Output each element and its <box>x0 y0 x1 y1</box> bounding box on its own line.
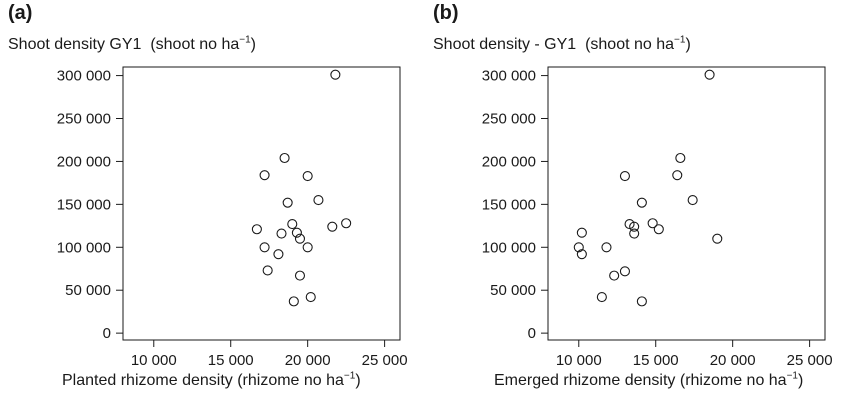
data-point <box>609 270 620 281</box>
data-point <box>288 296 299 307</box>
data-point <box>619 266 630 277</box>
xlabel-exponent: −1 <box>343 370 356 382</box>
x-tick-label: 15 000 <box>633 352 679 369</box>
plot-frame <box>122 66 401 341</box>
data-point <box>313 195 324 206</box>
data-point <box>712 233 723 244</box>
data-point <box>672 170 683 181</box>
data-point <box>636 296 647 307</box>
y-tick-label: 300 000 <box>57 68 111 85</box>
y-tick-label: 0 <box>103 325 111 342</box>
y-tick-label: 50 000 <box>490 282 536 299</box>
y-tick-label: 300 000 <box>482 68 536 85</box>
data-point <box>636 197 647 208</box>
data-point <box>251 224 262 235</box>
data-point <box>601 242 612 253</box>
title-unit-exponent: −1 <box>239 34 251 46</box>
x-tick-label: 20 000 <box>710 352 756 369</box>
data-point <box>302 170 313 182</box>
data-point <box>259 242 270 253</box>
title-unit-suffix: ) <box>250 36 256 53</box>
data-point <box>653 224 664 235</box>
data-point <box>330 69 341 80</box>
x-tick-label: 10 000 <box>556 352 602 369</box>
x-tick-label: 10 000 <box>131 352 177 369</box>
title-unit-suffix: ) <box>685 36 691 53</box>
panel-label: (b) <box>433 2 459 24</box>
data-point <box>704 69 715 80</box>
data-point <box>573 242 584 253</box>
x-tick-label: 25 000 <box>787 352 833 369</box>
data-point <box>294 270 306 281</box>
title-unit-exponent: −1 <box>674 34 686 46</box>
y-tick-label: 50 000 <box>65 282 111 299</box>
chart-panel-b: (b) Shoot density - GY1 (shoot no ha−1) … <box>425 0 850 398</box>
data-point <box>596 292 607 303</box>
data-point <box>576 249 587 260</box>
data-point <box>675 152 686 164</box>
xlabel-exponent: −1 <box>786 370 798 382</box>
y-tick-label: 100 000 <box>57 239 111 256</box>
y-tick-label: 250 000 <box>57 111 111 128</box>
data-point <box>629 221 640 232</box>
panel-label: (a) <box>8 2 33 24</box>
data-point <box>282 197 293 208</box>
data-point <box>287 219 298 230</box>
data-point <box>273 249 284 260</box>
data-point <box>629 228 640 239</box>
x-axis-label: Emerged rhizome density (rhizome no ha−1… <box>494 370 804 390</box>
data-point <box>647 218 658 229</box>
xlabel-suffix: ) <box>355 372 361 389</box>
data-point <box>576 227 587 238</box>
data-point <box>259 170 270 181</box>
chart-title: Shoot density GY1 (shoot no ha−1) <box>8 34 256 54</box>
data-point <box>294 233 306 244</box>
title-text: Shoot density - GY1 <box>433 36 577 53</box>
x-tick-label: 15 000 <box>208 352 254 369</box>
xlabel-text: Planted rhizome density (rhizome no ha <box>62 372 344 389</box>
plot-frame <box>547 66 826 341</box>
title-unit: (shoot no ha <box>585 36 675 53</box>
x-axis-label: Planted rhizome density (rhizome no ha−1… <box>62 370 361 390</box>
y-tick-label: 200 000 <box>57 153 111 170</box>
data-point <box>291 227 302 238</box>
y-tick-label: 150 000 <box>57 196 111 213</box>
data-point <box>619 170 630 182</box>
y-tick-label: 150 000 <box>482 196 536 213</box>
data-point <box>262 265 273 276</box>
data-point <box>279 152 290 164</box>
y-tick-label: 200 000 <box>482 153 536 170</box>
data-point <box>687 195 698 206</box>
data-point <box>305 292 316 303</box>
x-tick-label: 20 000 <box>285 352 331 369</box>
scatter-plot-b: 0 50 000 100 000 150 000 200 000 250 000 300 0… <box>482 66 833 369</box>
chart-title: Shoot density - GY1 (shoot no ha−1) <box>433 34 691 54</box>
y-tick-label: 250 000 <box>482 111 536 128</box>
title-text: Shoot density GY1 <box>8 36 142 53</box>
data-point <box>276 228 287 239</box>
y-tick-label: 100 000 <box>482 239 536 256</box>
x-tick-label: 25 000 <box>362 352 408 369</box>
title-unit: (shoot no ha <box>150 36 240 53</box>
data-point <box>341 218 352 229</box>
xlabel-text: Emerged rhizome density (rhizome no ha <box>494 372 787 389</box>
data-point <box>327 221 338 232</box>
y-tick-label: 0 <box>528 325 536 342</box>
scatter-plot-a: 0 50 000 100 000 150 000 200 000 250 000 300 0… <box>57 66 408 369</box>
data-point <box>302 242 313 253</box>
xlabel-suffix: ) <box>797 372 804 389</box>
